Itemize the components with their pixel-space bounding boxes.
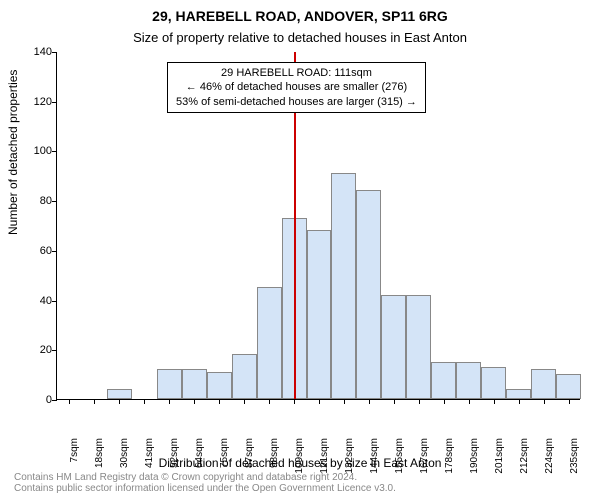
x-tick-mark xyxy=(394,399,395,404)
y-tick-label: 100 xyxy=(22,145,52,157)
x-axis-label: Distribution of detached houses by size … xyxy=(0,456,600,470)
x-tick-mark xyxy=(419,399,420,404)
y-tick-label: 20 xyxy=(22,344,52,356)
x-tick-mark xyxy=(544,399,545,404)
y-tick-mark xyxy=(52,151,57,152)
x-tick-mark xyxy=(294,399,295,404)
x-tick-mark xyxy=(269,399,270,404)
annotation-line: 29 HAREBELL ROAD: 111sqm xyxy=(176,66,417,80)
x-tick-mark xyxy=(144,399,145,404)
annotation-line: ← 46% of detached houses are smaller (27… xyxy=(176,80,417,94)
y-tick-label: 140 xyxy=(22,46,52,58)
x-tick-mark xyxy=(244,399,245,404)
x-tick-mark xyxy=(169,399,170,404)
y-tick-label: 80 xyxy=(22,195,52,207)
y-tick-mark xyxy=(52,251,57,252)
histogram-bar xyxy=(232,354,257,399)
histogram-bar xyxy=(157,369,182,399)
y-tick-mark xyxy=(52,400,57,401)
y-tick-mark xyxy=(52,350,57,351)
annotation-box: 29 HAREBELL ROAD: 111sqm← 46% of detache… xyxy=(167,62,426,113)
y-tick-mark xyxy=(52,52,57,53)
histogram-bar xyxy=(556,374,581,399)
histogram-bar xyxy=(207,372,232,399)
histogram-bar xyxy=(481,367,506,399)
histogram-bar xyxy=(506,389,531,399)
x-tick-mark xyxy=(69,399,70,404)
histogram-bar xyxy=(531,369,556,399)
histogram-bar xyxy=(356,190,381,399)
x-tick-mark xyxy=(469,399,470,404)
histogram-bar xyxy=(257,287,282,399)
y-tick-label: 40 xyxy=(22,295,52,307)
x-tick-mark xyxy=(519,399,520,404)
x-tick-mark xyxy=(94,399,95,404)
x-tick-mark xyxy=(319,399,320,404)
annotation-line: 53% of semi-detached houses are larger (… xyxy=(176,95,417,109)
x-tick-mark xyxy=(119,399,120,404)
x-tick-mark xyxy=(569,399,570,404)
footer-line1: Contains HM Land Registry data © Crown c… xyxy=(14,472,357,483)
x-tick-mark xyxy=(194,399,195,404)
y-tick-mark xyxy=(52,102,57,103)
histogram-bar xyxy=(307,230,332,399)
x-tick-mark xyxy=(219,399,220,404)
y-tick-mark xyxy=(52,201,57,202)
histogram-bar xyxy=(331,173,356,399)
x-tick-mark xyxy=(494,399,495,404)
histogram-bar xyxy=(182,369,207,399)
chart-container: 29, HAREBELL ROAD, ANDOVER, SP11 6RG Siz… xyxy=(0,0,600,500)
footer-line2: Contains public sector information licen… xyxy=(14,483,396,494)
histogram-bar xyxy=(406,295,431,399)
plot-area: 0204060801001201407sqm18sqm30sqm41sqm52s… xyxy=(56,52,580,400)
y-axis-label: Number of detached properties xyxy=(6,70,20,235)
histogram-bar xyxy=(381,295,406,399)
y-tick-label: 120 xyxy=(22,96,52,108)
chart-title-address: 29, HAREBELL ROAD, ANDOVER, SP11 6RG xyxy=(0,8,600,24)
x-tick-mark xyxy=(369,399,370,404)
histogram-bar xyxy=(456,362,481,399)
histogram-bar xyxy=(431,362,456,399)
histogram-bar xyxy=(107,389,132,399)
y-tick-mark xyxy=(52,301,57,302)
footer-attribution: Contains HM Land Registry data © Crown c… xyxy=(0,472,600,494)
x-tick-mark xyxy=(444,399,445,404)
y-tick-label: 60 xyxy=(22,245,52,257)
y-tick-label: 0 xyxy=(22,394,52,406)
x-tick-mark xyxy=(344,399,345,404)
chart-subtitle: Size of property relative to detached ho… xyxy=(0,30,600,45)
